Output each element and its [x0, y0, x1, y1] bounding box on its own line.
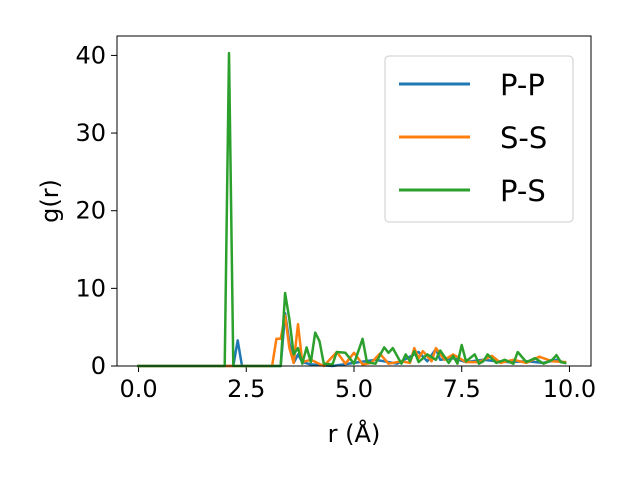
x-tick-label: 0.0 [119, 375, 157, 403]
legend-label-s-s: S-S [500, 121, 547, 155]
series-lines [137, 51, 567, 368]
series-line-p-s [137, 51, 567, 368]
x-tick-label: 10.0 [543, 375, 596, 403]
y-axis-label: g(r) [36, 179, 64, 223]
y-tick-label: 10 [75, 274, 106, 302]
y-tick-label: 20 [75, 197, 106, 225]
legend: P-P S-S P-S [384, 55, 574, 223]
y-tick-label: 30 [75, 119, 106, 147]
plot-frame [116, 35, 592, 367]
axis-ticks: 0.0 2.5 5.0 7.5 10.0 0 10 20 30 40 [75, 41, 596, 403]
x-axis-label: r (Å) [328, 419, 381, 448]
legend-label-p-p: P-P [500, 68, 545, 102]
y-tick-label: 0 [91, 352, 106, 380]
series-line-p-p [137, 311, 567, 368]
legend-label-p-s: P-S [500, 174, 546, 208]
x-tick-label: 5.0 [335, 375, 373, 403]
x-tick-label: 7.5 [443, 375, 481, 403]
series-line-s-s [137, 314, 567, 368]
legend-box [384, 55, 574, 223]
y-tick-label: 40 [75, 41, 106, 69]
x-tick-label: 2.5 [227, 375, 265, 403]
